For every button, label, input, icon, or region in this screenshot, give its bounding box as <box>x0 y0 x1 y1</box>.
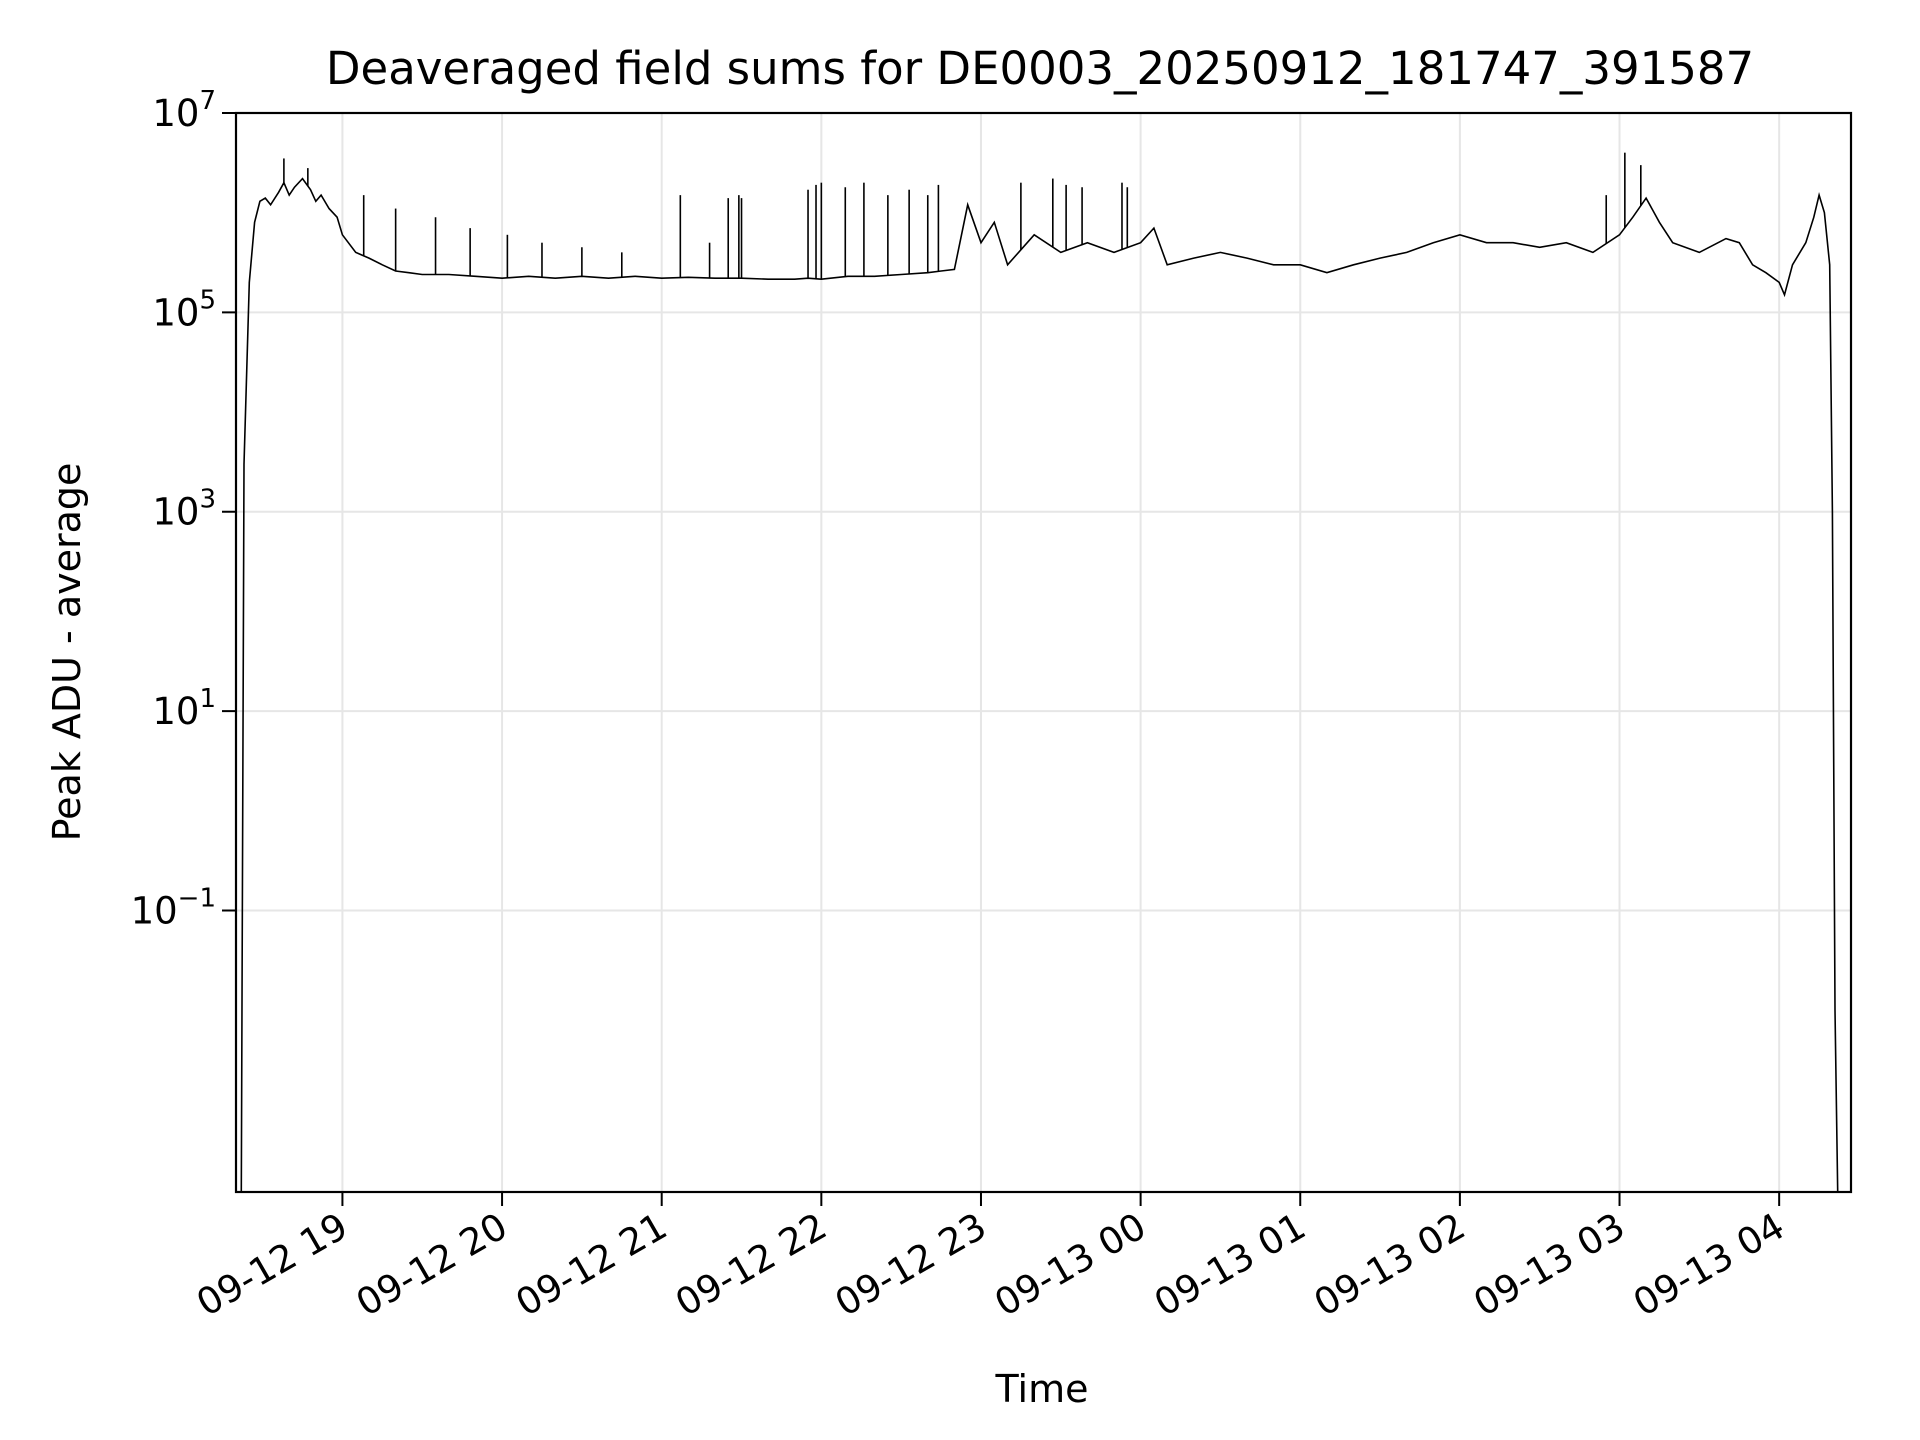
y-axis-label: Peak ADU - average <box>45 463 89 842</box>
y-tick-label: 103 <box>152 485 216 534</box>
chart-title: Deaveraged field sums for DE0003_2025091… <box>326 42 1754 95</box>
y-tick-label: 107 <box>152 86 216 135</box>
x-axis-label: Time <box>995 1367 1089 1411</box>
y-tick-label: 105 <box>152 285 216 334</box>
plot-series <box>240 152 1839 1193</box>
series-line <box>240 177 1839 1193</box>
axes-frame <box>234 111 1853 1194</box>
y-tick-label: 101 <box>152 684 216 733</box>
y-tick-label: 10−1 <box>131 883 216 932</box>
y-axis: 107 105 103 101 10−1 <box>131 86 236 932</box>
